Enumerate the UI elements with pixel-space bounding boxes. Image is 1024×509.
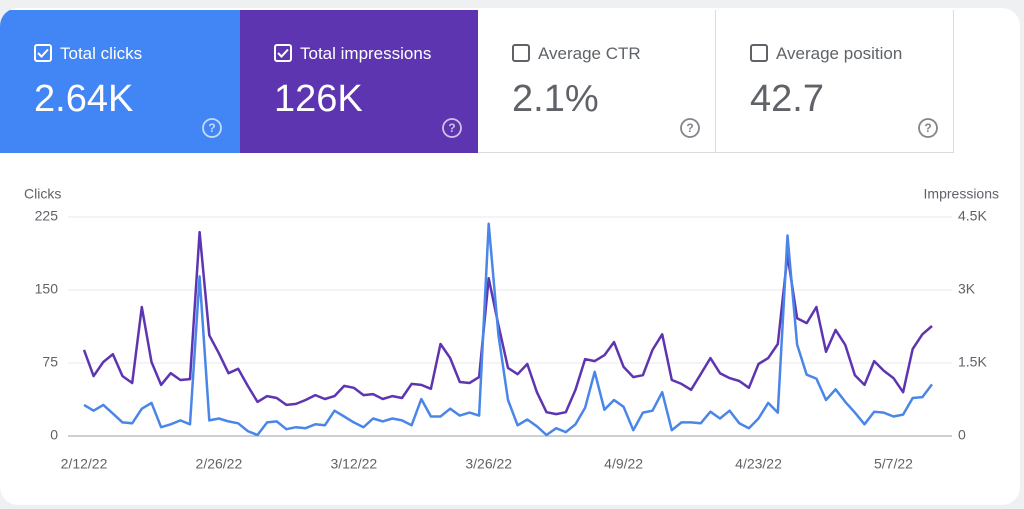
x-tick-label: 3/12/22 bbox=[330, 456, 377, 472]
checkbox-box bbox=[274, 44, 292, 62]
metric-value: 2.64K bbox=[34, 78, 134, 120]
y2-tick-label: 3K bbox=[958, 281, 976, 297]
metric-value: 2.1% bbox=[512, 78, 599, 120]
metric-label: Average position bbox=[776, 44, 903, 63]
help-mark: ? bbox=[448, 121, 455, 135]
y-tick-label: 225 bbox=[35, 208, 59, 224]
help-mark: ? bbox=[686, 121, 693, 135]
help-circle bbox=[442, 118, 462, 138]
checkbox bbox=[274, 44, 292, 62]
y2-tick-label: 4.5K bbox=[958, 208, 987, 224]
checkmark bbox=[277, 48, 289, 58]
x-tick-label: 4/9/22 bbox=[604, 456, 643, 472]
help-mark: ? bbox=[924, 121, 931, 135]
checkbox bbox=[750, 44, 768, 62]
y2-tick-label: 0 bbox=[958, 427, 966, 443]
series-line bbox=[82, 230, 933, 416]
help-icon[interactable]: ? bbox=[917, 117, 939, 139]
x-tick-label: 2/12/22 bbox=[61, 456, 108, 472]
y-tick-label: 0 bbox=[50, 427, 58, 443]
checkbox-box bbox=[750, 44, 768, 62]
checkmark bbox=[37, 48, 49, 58]
y-tick-label: 150 bbox=[35, 281, 59, 297]
help-icon[interactable]: ? bbox=[201, 117, 223, 139]
x-tick-label: 2/26/22 bbox=[196, 456, 243, 472]
metric-card[interactable]: Average position 42.7? bbox=[716, 10, 954, 153]
metric-card[interactable]: Average CTR 2.1%? bbox=[478, 10, 716, 153]
y-axis-title: Clicks bbox=[24, 186, 61, 202]
checkbox-box bbox=[512, 44, 530, 62]
checkbox bbox=[512, 44, 530, 62]
y2-axis-title: Impressions bbox=[924, 186, 999, 202]
y-tick-label: 75 bbox=[42, 354, 58, 370]
series-line bbox=[83, 222, 933, 437]
x-tick-label: 5/7/22 bbox=[874, 456, 913, 472]
performance-panel: Total clicks 2.64K? Total impressions 126K?… bbox=[0, 8, 1020, 505]
help-circle bbox=[202, 118, 222, 138]
metric-value: 126K bbox=[274, 78, 363, 120]
metric-card[interactable]: Total clicks 2.64K? bbox=[0, 10, 240, 153]
metric-value: 42.7 bbox=[750, 78, 824, 120]
checkbox-box bbox=[34, 44, 52, 62]
help-icon[interactable]: ? bbox=[441, 117, 463, 139]
metric-label: Average CTR bbox=[538, 44, 641, 63]
help-circle bbox=[680, 118, 700, 138]
metric-label: Total clicks bbox=[60, 44, 143, 63]
x-tick-label: 3/26/22 bbox=[465, 456, 512, 472]
help-circle bbox=[918, 118, 938, 138]
help-icon[interactable]: ? bbox=[679, 117, 701, 139]
metric-card[interactable]: Total impressions 126K? bbox=[240, 10, 478, 153]
chart: Clicks Impressions 0 75 150 225 0 1.5K 3K 4.5K 2… bbox=[24, 186, 999, 472]
y2-tick-label: 1.5K bbox=[958, 354, 987, 370]
x-tick-label: 4/23/22 bbox=[735, 456, 782, 472]
checkbox bbox=[34, 44, 52, 62]
help-mark: ? bbox=[208, 121, 215, 135]
metric-label: Total impressions bbox=[300, 44, 432, 63]
